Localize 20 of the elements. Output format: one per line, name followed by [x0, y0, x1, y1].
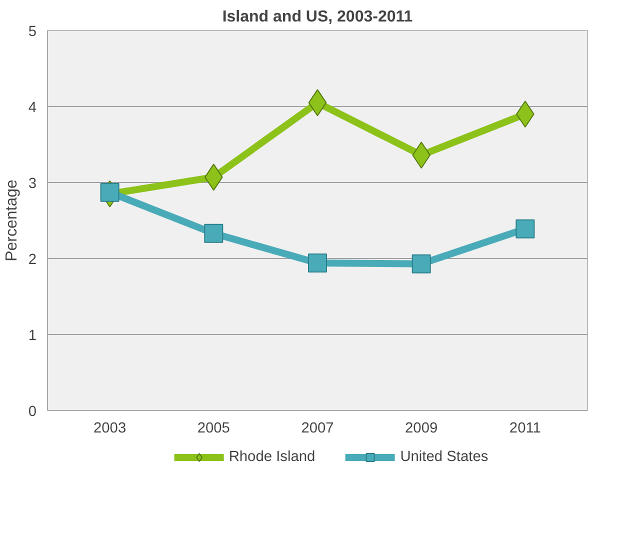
y-tick-label: 4 [28, 100, 37, 116]
point [100, 182, 120, 202]
point [516, 219, 535, 238]
legend-label: Rhode Island [228, 449, 316, 465]
y-tick-label: 1 [28, 328, 37, 344]
x-tick-label: 2009 [405, 420, 438, 436]
y-tick-label: 2 [28, 252, 37, 268]
x-tick-label: 2007 [301, 420, 334, 436]
chart-title: Island and US, 2003-2011 [222, 8, 413, 26]
x-tick-label: 2011 [509, 420, 541, 436]
y-tick-label: 3 [28, 176, 37, 192]
y-tick-label: 5 [28, 24, 37, 40]
x-tick-label: 2003 [94, 420, 126, 436]
point [204, 224, 224, 243]
y-tick-label: 0 [28, 404, 37, 420]
y-axis-title: Percentage [3, 179, 20, 262]
point [308, 254, 327, 273]
point [412, 254, 431, 274]
legend-label: United States [400, 449, 488, 465]
x-tick-label: 2005 [197, 420, 230, 436]
